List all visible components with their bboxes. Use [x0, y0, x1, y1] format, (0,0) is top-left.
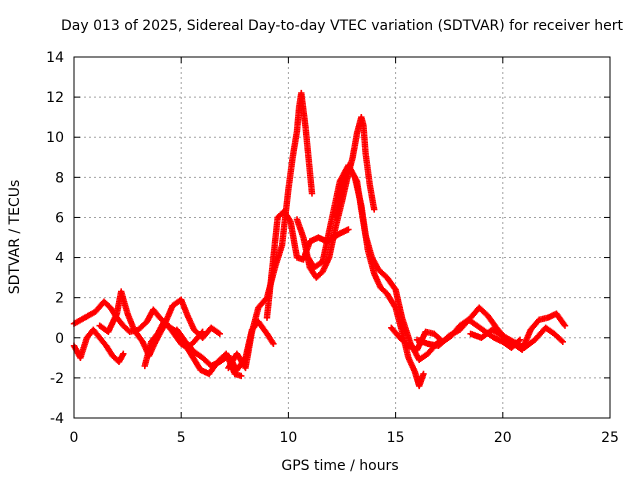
x-tick-label: 10 [279, 430, 297, 446]
plot-frame [73, 56, 611, 419]
data-series-track-13 [467, 324, 566, 351]
series-layer [70, 89, 569, 390]
data-point-marker [345, 226, 352, 233]
y-tick-label: -2 [50, 371, 64, 387]
y-tick-label: -4 [50, 411, 64, 427]
data-series-track-4 [141, 318, 245, 380]
data-point-marker [308, 190, 316, 197]
data-point-marker [560, 321, 568, 328]
y-tick-label: 8 [55, 170, 64, 186]
data-point-marker [120, 350, 127, 357]
data-point-marker [420, 370, 427, 378]
x-tick-labels: 0 5 10 15 20 25 [70, 430, 619, 446]
data-point-marker [561, 322, 569, 329]
y-tick-label: 6 [55, 210, 64, 226]
y-tick-label: 0 [55, 331, 64, 347]
y-tick-label: 14 [46, 50, 64, 66]
data-series-track-10 [332, 164, 427, 390]
data-point-marker [270, 340, 277, 347]
data-point-marker [216, 330, 223, 337]
y-tick-label: 10 [46, 130, 64, 146]
y-axis-label: SDTVAR / TECUs [7, 180, 23, 295]
data-point-marker [558, 337, 565, 344]
data-point-marker [559, 338, 566, 345]
data-point-marker [238, 372, 245, 380]
chart-title: Day 013 of 2025, Sidereal Day-to-day VTE… [61, 18, 623, 34]
x-axis-label: GPS time / hours [281, 458, 398, 474]
x-tick-label: 5 [177, 430, 186, 446]
y-tick-label: 4 [55, 251, 64, 267]
x-tick-label: 15 [387, 430, 405, 446]
tick-layer [73, 56, 611, 419]
x-tick-label: 0 [70, 430, 79, 446]
grid-layer [74, 57, 610, 418]
data-series-track-3 [96, 288, 223, 359]
x-tick-label: 25 [601, 430, 619, 446]
data-point-marker [516, 336, 524, 343]
data-series-track-5 [173, 318, 277, 374]
data-series-track-1 [70, 326, 127, 365]
y-tick-label: 2 [55, 291, 64, 307]
x-tick-label: 20 [494, 430, 512, 446]
data-point-marker [371, 206, 378, 213]
y-tick-labels: -4 -2 0 2 4 6 8 10 12 14 [46, 50, 64, 427]
data-point-marker [199, 328, 206, 335]
data-series-track-9 [302, 162, 442, 363]
y-tick-label: 12 [46, 90, 64, 106]
